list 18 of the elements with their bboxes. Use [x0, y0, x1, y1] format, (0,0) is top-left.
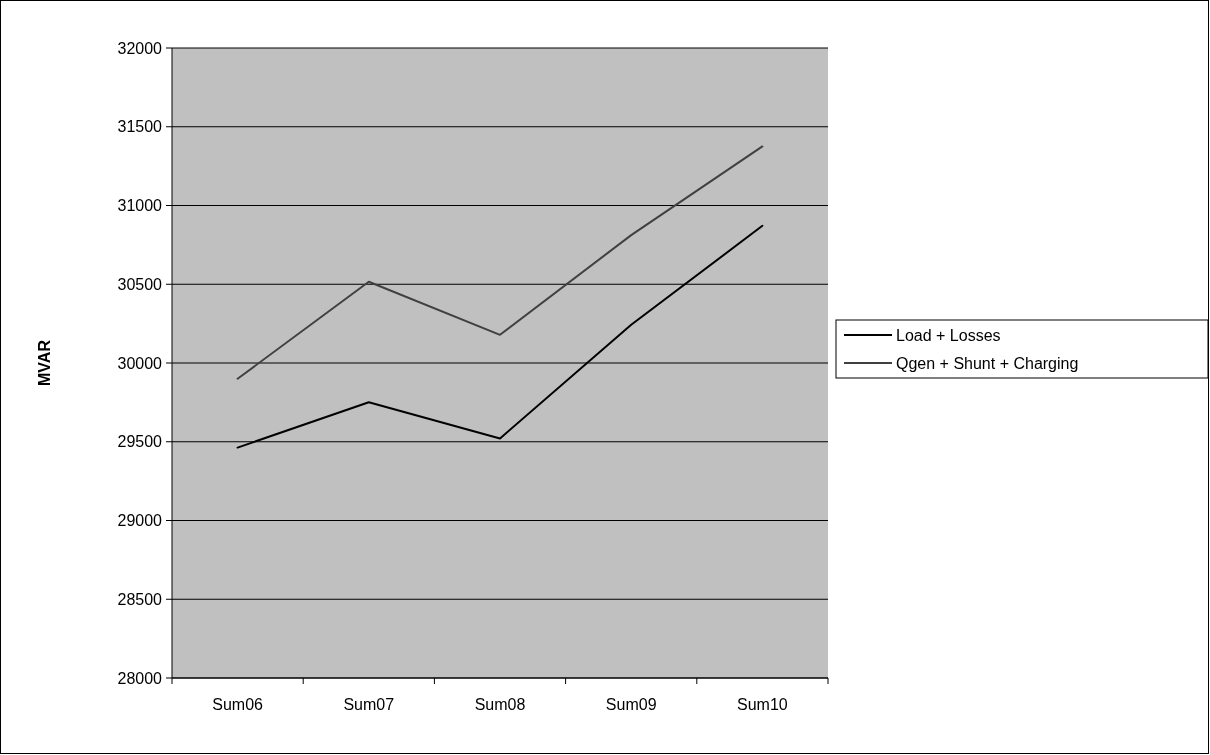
y-tick-label: 31000 — [117, 197, 163, 215]
legend-label: Load + Losses — [896, 326, 1001, 344]
y-axis-title: MVAR — [36, 339, 53, 386]
y-tick-label: 30000 — [117, 354, 163, 372]
x-tick-label: Sum10 — [737, 696, 788, 713]
y-tick-label: 32000 — [117, 39, 163, 57]
y-tick-label: 31500 — [117, 118, 163, 136]
x-tick-label: Sum08 — [474, 696, 526, 713]
legend-label: Qgen + Shunt + Charging — [896, 354, 1079, 372]
y-tick-label: 28000 — [117, 669, 163, 687]
y-tick-label: 29500 — [117, 433, 163, 451]
y-tick-label: 29000 — [117, 512, 163, 530]
x-tick-label: Sum09 — [605, 696, 657, 713]
x-tick-label: Sum06 — [212, 696, 264, 713]
x-tick-label: Sum07 — [343, 696, 395, 713]
y-tick-label: 28500 — [117, 590, 163, 608]
line-series — [236, 145, 764, 380]
y-tick-label: 30500 — [117, 275, 163, 293]
